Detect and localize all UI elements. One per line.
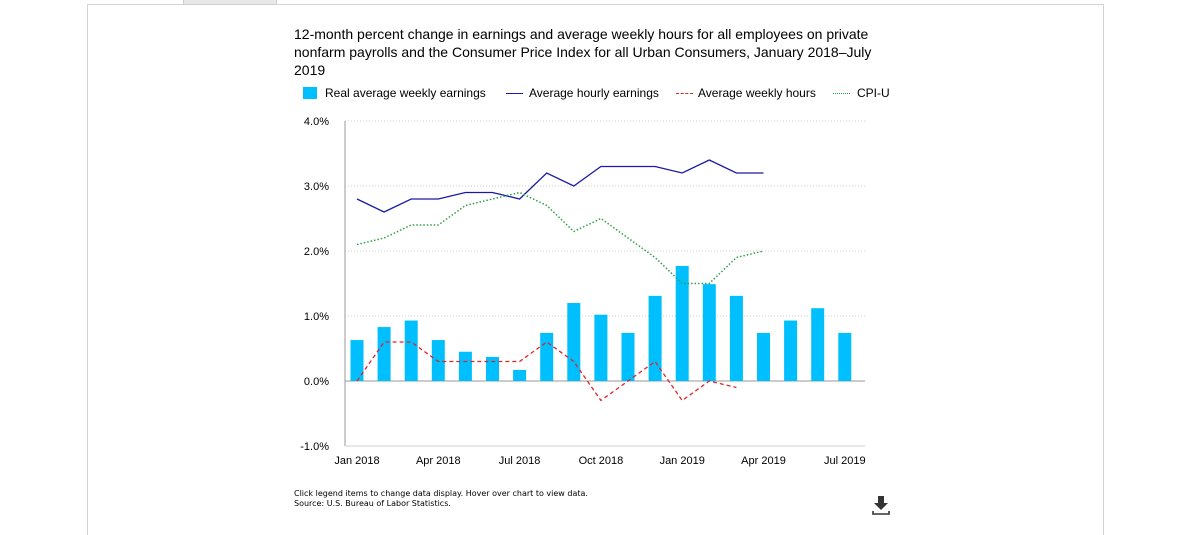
legend-label-weekly-hours: Average weekly hours	[698, 86, 816, 100]
legend-label-hourly-earnings: Average hourly earnings	[529, 86, 659, 100]
bar-real-weekly-earnings	[594, 314, 608, 381]
bar-real-weekly-earnings	[404, 320, 418, 381]
line-cpi-u	[356, 191, 764, 285]
chart-plot[interactable]: -1.0% 0.0% 1.0% 2.0% 3.0% 4.0% Jan 2018 Apr 201…	[280, 110, 900, 480]
chart-footer: Click legend items to change data displa…	[294, 489, 588, 509]
y-tick-label: 4.0%	[304, 116, 329, 128]
bar-real-weekly-earnings	[729, 295, 743, 381]
footer-source: Source: U.S. Bureau of Labor Statistics.	[294, 499, 451, 508]
bar-real-weekly-earnings	[757, 332, 770, 381]
legend-swatch-hours	[676, 93, 693, 94]
x-tick-label: Jul 2018	[499, 455, 541, 467]
x-tick-label: Jan 2018	[334, 455, 379, 467]
bar-real-weekly-earnings	[675, 265, 689, 381]
chart-title: 12-month percent change in earnings and …	[294, 26, 872, 78]
line-hourly-earnings	[356, 159, 764, 213]
bar-real-weekly-earnings	[621, 332, 635, 381]
footer-instructions: Click legend items to change data displa…	[294, 489, 588, 498]
x-tick-label: Apr 2018	[416, 455, 461, 467]
bar-real-weekly-earnings	[486, 356, 499, 381]
bar-real-weekly-earnings	[431, 340, 445, 381]
bar-real-weekly-earnings	[377, 327, 391, 381]
x-tick-label: Apr 2019	[741, 455, 786, 467]
bar-real-weekly-earnings	[540, 332, 554, 381]
bar-real-weekly-earnings	[648, 295, 662, 381]
x-tick-label: Jul 2019	[824, 455, 866, 467]
line-weekly-hours	[356, 341, 737, 402]
y-tick-label: 0.0%	[304, 376, 329, 388]
bar-real-weekly-earnings	[350, 340, 364, 381]
chart-panel	[87, 4, 1104, 535]
bar-real-weekly-earnings	[838, 332, 852, 381]
bar-real-weekly-earnings	[702, 284, 716, 381]
x-tick-label: Jan 2019	[660, 455, 705, 467]
legend-swatch-bar	[303, 87, 317, 99]
download-icon[interactable]	[872, 494, 890, 516]
bar-real-weekly-earnings	[567, 303, 581, 381]
y-tick-label: 3.0%	[304, 181, 329, 193]
tab-stub[interactable]	[183, 0, 277, 5]
y-tick-label: 1.0%	[304, 311, 329, 323]
bar-real-weekly-earnings	[458, 351, 472, 381]
bar-real-weekly-earnings	[811, 308, 825, 381]
y-tick-label: 2.0%	[304, 246, 329, 258]
bar-real-weekly-earnings	[784, 320, 798, 381]
legend-label-real-weekly-earnings: Real average weekly earnings	[325, 86, 486, 100]
legend-swatch-hourly	[506, 93, 523, 94]
x-tick-label: Oct 2018	[579, 455, 624, 467]
legend-label-cpi-u: CPI-U	[857, 86, 890, 100]
bar-real-weekly-earnings	[513, 369, 527, 381]
legend-swatch-cpi	[833, 93, 850, 94]
y-tick-label: -1.0%	[300, 441, 329, 453]
